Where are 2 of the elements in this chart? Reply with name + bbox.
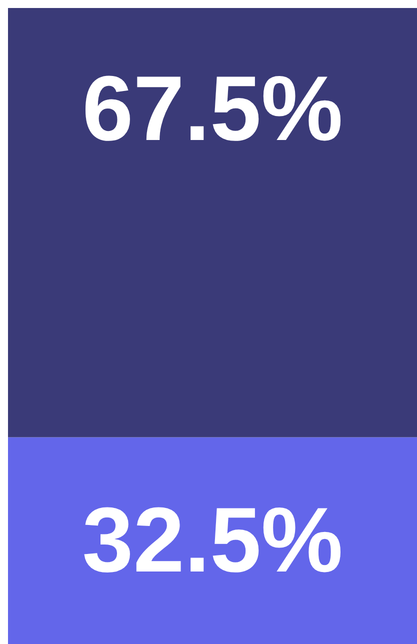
data-label: 32.5% bbox=[82, 490, 343, 592]
data-label: 67.5% bbox=[82, 58, 343, 160]
